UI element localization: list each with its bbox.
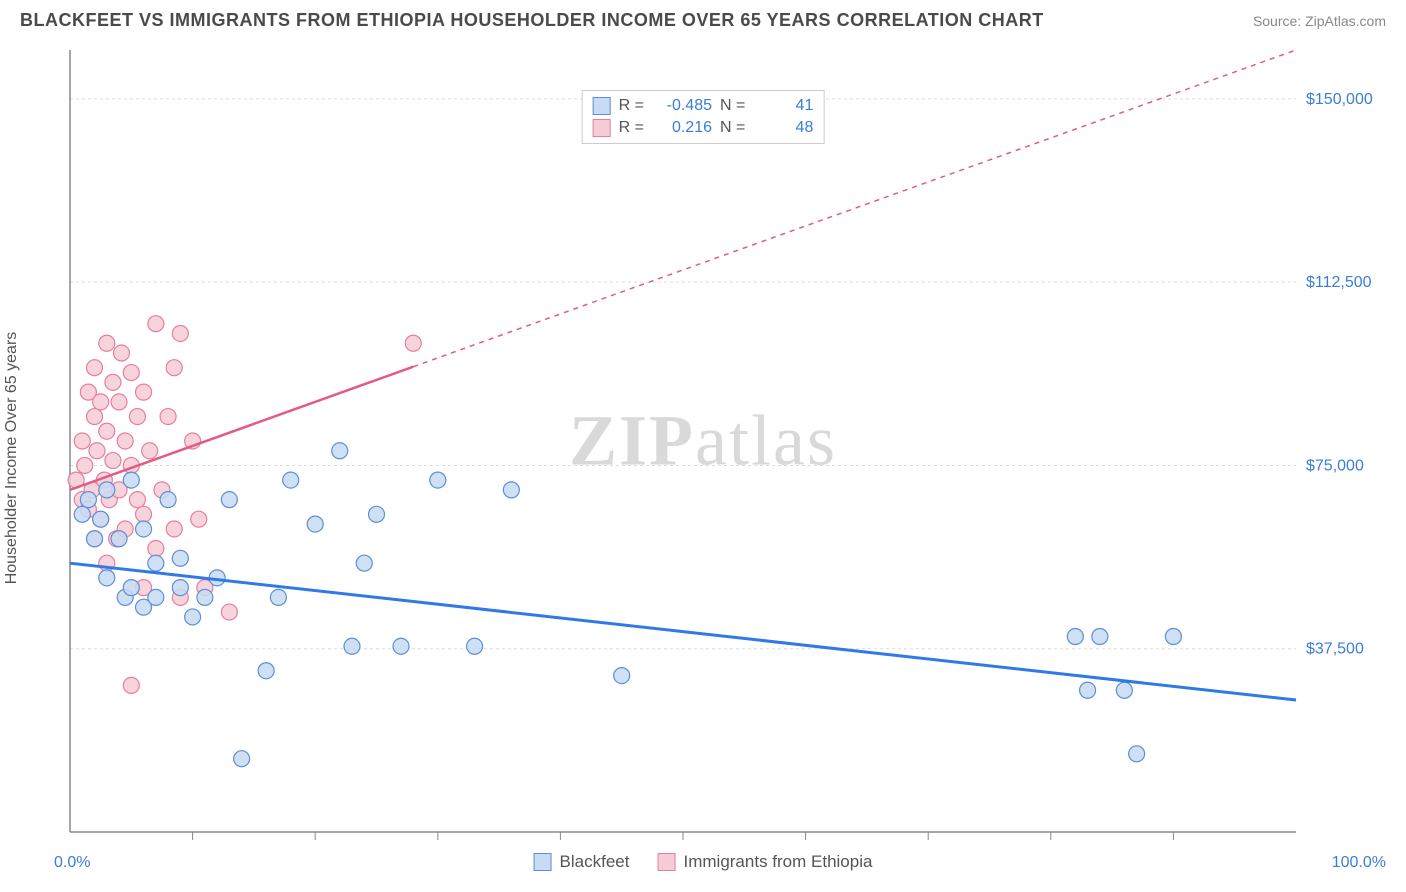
series1-n-value: 41 bbox=[753, 95, 813, 117]
svg-text:$112,500: $112,500 bbox=[1306, 274, 1372, 291]
scatter-plot: $37,500 $75,000 $112,500 $150,000 bbox=[20, 44, 1386, 872]
legend-swatch-2-icon bbox=[657, 853, 675, 871]
x-axis-start: 0.0% bbox=[54, 854, 90, 872]
n-label-2: N = bbox=[720, 117, 745, 139]
legend-item-2: Immigrants from Ethiopia bbox=[657, 852, 872, 872]
chart-title: BLACKFEET VS IMMIGRANTS FROM ETHIOPIA HO… bbox=[20, 10, 1044, 31]
source-label: Source: ZipAtlas.com bbox=[1253, 13, 1386, 29]
legend-item-1: Blackfeet bbox=[534, 852, 630, 872]
r-label: R = bbox=[619, 95, 644, 117]
series1-r-value: -0.485 bbox=[652, 95, 712, 117]
svg-text:$37,500: $37,500 bbox=[1306, 641, 1364, 658]
correlation-box: R = -0.485 N = 41 R = 0.216 N = 48 bbox=[582, 90, 825, 144]
series1-swatch-icon bbox=[593, 97, 611, 115]
chart-area: Householder Income Over 65 years ZIPatla… bbox=[20, 44, 1386, 872]
series2-r-value: 0.216 bbox=[652, 117, 712, 139]
x-axis-end: 100.0% bbox=[1332, 854, 1386, 872]
series2-swatch-icon bbox=[593, 119, 611, 137]
correlation-row-1: R = -0.485 N = 41 bbox=[593, 95, 814, 117]
legend-swatch-1-icon bbox=[534, 853, 552, 871]
r-label-2: R = bbox=[619, 117, 644, 139]
bottom-legend: Blackfeet Immigrants from Ethiopia bbox=[534, 852, 873, 872]
legend-label-1: Blackfeet bbox=[560, 852, 630, 872]
legend-label-2: Immigrants from Ethiopia bbox=[683, 852, 872, 872]
n-label: N = bbox=[720, 95, 745, 117]
correlation-row-2: R = 0.216 N = 48 bbox=[593, 117, 814, 139]
svg-text:$150,000: $150,000 bbox=[1306, 91, 1373, 108]
series2-n-value: 48 bbox=[753, 117, 813, 139]
svg-text:$75,000: $75,000 bbox=[1306, 457, 1364, 474]
y-axis-label: Householder Income Over 65 years bbox=[3, 332, 21, 585]
